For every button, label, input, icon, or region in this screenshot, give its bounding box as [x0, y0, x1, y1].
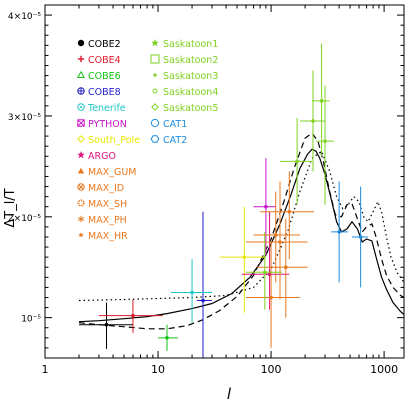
legend-label: MAX_PH — [88, 215, 127, 226]
data-point — [311, 119, 315, 123]
data-point — [295, 159, 299, 164]
legend-label: ARGO — [88, 151, 116, 162]
data-point — [242, 255, 247, 259]
y-axis-label: ΔT_l/T — [3, 188, 18, 227]
data-points — [79, 43, 368, 358]
legend-marker — [78, 184, 84, 190]
x-tick-label: 10 — [151, 363, 165, 376]
legend-marker — [150, 54, 160, 64]
legend-label: COBE8 — [88, 87, 121, 98]
data-point — [262, 270, 267, 275]
legend-label: Saskatoon2 — [163, 55, 218, 66]
legend-marker — [77, 119, 85, 127]
legend-marker — [78, 232, 84, 238]
legend-label: CAT1 — [163, 119, 187, 130]
legend-label: Tenerife — [87, 103, 126, 114]
y-tick-label: 2×10⁻⁵ — [8, 214, 41, 224]
legend-label: South_Pole — [88, 135, 140, 146]
data-point — [267, 272, 272, 277]
data-point — [319, 99, 324, 103]
legend-marker — [80, 106, 82, 108]
legend-label: MAX_SH — [88, 199, 127, 210]
legend-marker — [77, 135, 85, 143]
data-point — [201, 298, 205, 303]
x-tick-label: 1 — [42, 363, 49, 376]
model-curve-dashed — [78, 132, 405, 330]
data-point — [264, 204, 268, 209]
data-point — [131, 313, 135, 318]
plot-frame — [44, 4, 405, 359]
legend-marker — [77, 183, 85, 191]
legend-label: MAX_GUM — [88, 167, 136, 178]
data-point — [358, 235, 363, 239]
legend-marker — [150, 118, 160, 128]
legend-label: Saskatoon1 — [163, 39, 218, 50]
y-tick-label: 3×10⁻⁵ — [8, 113, 41, 123]
data-point — [104, 322, 109, 327]
model-curve-solid — [78, 148, 405, 323]
legend-marker — [152, 88, 158, 94]
legend-label: CAT2 — [163, 135, 187, 146]
legend-label: MAX_HR — [88, 231, 128, 242]
data-point — [190, 290, 194, 295]
legend-marker — [77, 199, 85, 207]
data-point — [278, 240, 282, 244]
data-point — [269, 295, 273, 300]
legend-label: MAX_ID — [88, 183, 124, 194]
legend-marker — [77, 167, 85, 174]
legend-label: COBE4 — [88, 55, 121, 66]
legend-marker — [151, 39, 159, 47]
legend-marker — [151, 103, 159, 111]
legend-label: Saskatoon5 — [163, 103, 218, 114]
legend-marker — [77, 216, 85, 222]
legend-label: Saskatoon4 — [163, 87, 218, 98]
legend-label: Saskatoon3 — [163, 71, 218, 82]
legend-label: COBE6 — [88, 71, 121, 82]
legend-marker — [77, 119, 85, 127]
y-tick-label: 10⁻⁵ — [21, 315, 41, 325]
data-point — [283, 265, 288, 270]
legend-marker — [77, 103, 85, 111]
axes: 1 10 100 1000 10⁻⁵ 2×10⁻⁵ 3×10⁻⁵ 4×10⁻⁵ — [8, 4, 405, 376]
legend-marker — [77, 151, 85, 159]
legend-marker — [153, 73, 157, 77]
y-tick-label: 4×10⁻⁵ — [8, 12, 41, 22]
legend-label: PYTHON — [88, 119, 127, 130]
legend-marker — [150, 135, 160, 143]
data-point — [287, 209, 292, 214]
data-point — [337, 230, 341, 234]
legend-marker — [77, 39, 85, 47]
x-tick-label: 1000 — [370, 363, 398, 376]
data-point — [323, 139, 327, 143]
legend-label: COBE2 — [88, 39, 121, 50]
model-curves — [78, 132, 405, 330]
x-axis-label: l — [227, 385, 232, 403]
x-tick-label: 100 — [261, 363, 282, 376]
legend-marker — [76, 70, 86, 79]
data-point — [165, 336, 169, 340]
data-point — [273, 233, 278, 237]
legend: COBE2 COBE4 COBE6 COBE8 Tenerife PYTHON South_… — [76, 39, 218, 242]
